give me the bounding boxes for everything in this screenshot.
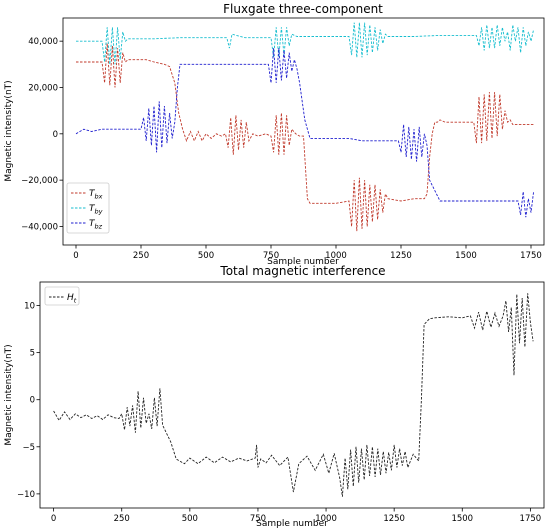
x-tick-label: 0 (73, 251, 78, 261)
y-tick-label: −10 (17, 490, 35, 500)
x-tick-label: 1250 (390, 251, 412, 261)
x-axis-label: Sample number (267, 257, 339, 267)
x-tick-label: 1000 (325, 251, 347, 261)
y-ticks: −10 −5 0 5 10 (17, 302, 40, 500)
x-tick-label: 0 (51, 514, 56, 524)
series-line-t-bx (76, 43, 534, 232)
series-lines (75, 22, 535, 232)
chart-total-magnetic-interference: Total magnetic interference 0 250 500 750 10… (4, 264, 545, 529)
chart-title: Total magnetic interference (219, 264, 385, 278)
x-ticks: 0 250 500 750 1000 1250 1500 1750 (73, 245, 542, 261)
x-tick-label: 750 (263, 251, 279, 261)
series-line-t-by (76, 22, 535, 65)
y-tick-label: 0 (53, 130, 58, 140)
y-tick-label: 5 (30, 349, 35, 359)
y-tick-label: 20,000 (28, 83, 58, 93)
y-tick-label: −5 (22, 443, 35, 453)
x-tick-label: 1500 (451, 514, 473, 524)
x-tick-label: 500 (198, 251, 214, 261)
legend-label: Ht (67, 293, 77, 305)
plot-frame (39, 281, 545, 509)
series-line-t-bz (75, 48, 535, 218)
legend-label: Tbz (89, 219, 103, 231)
series-lines (53, 293, 534, 497)
x-tick-label: 750 (250, 514, 266, 524)
x-tick-label: 250 (133, 251, 149, 261)
chart-title: Fluxgate three-component (223, 2, 383, 16)
legend: Tbx Tby Tbz (66, 182, 110, 234)
chart-fluxgate-three-component: Fluxgate three-component 0 250 500 750 1000 1… (4, 2, 545, 267)
x-tick-label: 1000 (315, 514, 337, 524)
x-tick-label: 1500 (455, 251, 477, 261)
legend-box (66, 182, 110, 234)
plot-frame (62, 17, 545, 246)
x-tick-label: 1750 (520, 251, 542, 261)
legend-label: Tby (89, 204, 103, 216)
y-tick-label: 10 (24, 302, 35, 312)
legend-box (44, 286, 80, 306)
legend: Ht (44, 286, 80, 306)
y-tick-label: −40,000 (21, 222, 58, 232)
y-axis-label: Magnetic intensity(nT) (4, 344, 14, 445)
y-axis-label: Magnetic intensity(nT) (4, 80, 14, 181)
y-tick-label: 40,000 (28, 37, 58, 47)
legend-label: Tbx (89, 189, 103, 201)
y-tick-label: −20,000 (21, 176, 58, 186)
x-tick-label: 500 (182, 514, 198, 524)
x-tick-label: 250 (114, 514, 130, 524)
y-tick-label: 0 (30, 396, 35, 406)
series-line-h-t (53, 293, 534, 497)
x-tick-label: 1250 (383, 514, 405, 524)
x-axis-label: Sample number (256, 519, 328, 529)
x-tick-label: 1750 (520, 514, 542, 524)
y-ticks: −40,000 −20,000 0 20,000 40,000 (21, 37, 63, 232)
x-ticks: 0 250 500 750 1000 1250 1500 1750 (51, 508, 541, 524)
